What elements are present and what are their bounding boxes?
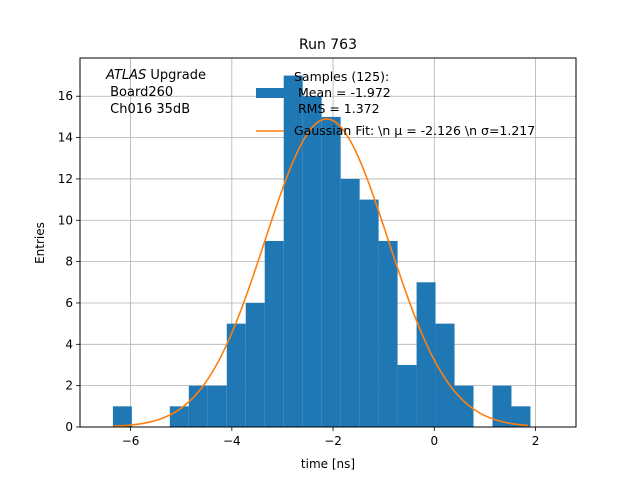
x-tick-label: 0 <box>430 434 438 448</box>
gaussian-fit-curve <box>112 118 528 428</box>
x-tick-label: 2 <box>532 434 540 448</box>
histogram-bar <box>302 96 322 427</box>
histogram-bar <box>226 323 246 427</box>
annotation-line-1: ATLAS Upgrade <box>105 68 206 83</box>
annotation-rest: Upgrade <box>146 68 206 83</box>
annotation-italic: ATLAS <box>105 68 146 83</box>
histogram-bar <box>321 116 341 428</box>
legend-samples-line-1: Samples (125): <box>294 69 389 84</box>
y-tick-label: 2 <box>65 379 73 393</box>
legend-fit-label: Gaussian Fit: \n μ = -2.126 \n σ=1.217 <box>294 123 535 138</box>
atlas-annotation: ATLAS Upgrade Board260 Ch016 35dB <box>105 68 206 117</box>
histogram-bar <box>511 406 531 427</box>
gaussian-fit <box>112 118 528 428</box>
x-tick-label: −6 <box>122 434 140 448</box>
histogram-bar <box>435 323 455 427</box>
histogram-bars <box>112 75 531 428</box>
legend-samples-line-2: Mean = -1.972 <box>294 85 391 100</box>
histogram-bar <box>340 178 360 427</box>
histogram-bar <box>264 240 284 427</box>
y-tick-label: 6 <box>65 296 73 310</box>
histogram-bar <box>397 364 417 427</box>
x-axis-label: time [ns] <box>301 457 355 471</box>
histogram-bar <box>283 75 303 428</box>
legend-samples-swatch <box>256 88 284 98</box>
y-tick-label: 16 <box>58 89 73 103</box>
chart-title: Run 763 <box>299 37 357 53</box>
x-tick-label: −2 <box>324 434 342 448</box>
y-tick-label: 14 <box>58 131 73 145</box>
histogram-bar <box>359 199 379 427</box>
histogram-bar <box>492 385 512 427</box>
y-tick-label: 12 <box>58 172 73 186</box>
annotation-line-2: Board260 <box>106 85 173 100</box>
histogram-bar <box>378 240 398 427</box>
histogram-bar <box>245 302 265 427</box>
y-tick-label: 4 <box>65 337 73 351</box>
histogram-bar <box>416 282 436 427</box>
histogram-bar <box>188 385 208 427</box>
annotation-line-3: Ch016 35dB <box>106 102 190 117</box>
y-tick-label: 10 <box>58 213 73 227</box>
x-tick-label: −4 <box>223 434 241 448</box>
y-axis-label: Entries <box>33 222 47 264</box>
histogram-bar <box>112 406 132 427</box>
y-tick-label: 8 <box>65 255 73 269</box>
plot-frame <box>79 57 577 428</box>
histogram-bar <box>207 385 227 427</box>
y-axis-ticks: 0 2 4 6 8 10 12 14 16 <box>58 89 80 434</box>
y-tick-label: 0 <box>65 420 73 434</box>
legend: Samples (125): Mean = -1.972 RMS = 1.372… <box>256 69 535 138</box>
legend-samples-line-3: RMS = 1.372 <box>294 101 380 116</box>
x-axis-ticks: −6 −4 −2 0 2 <box>122 427 540 448</box>
